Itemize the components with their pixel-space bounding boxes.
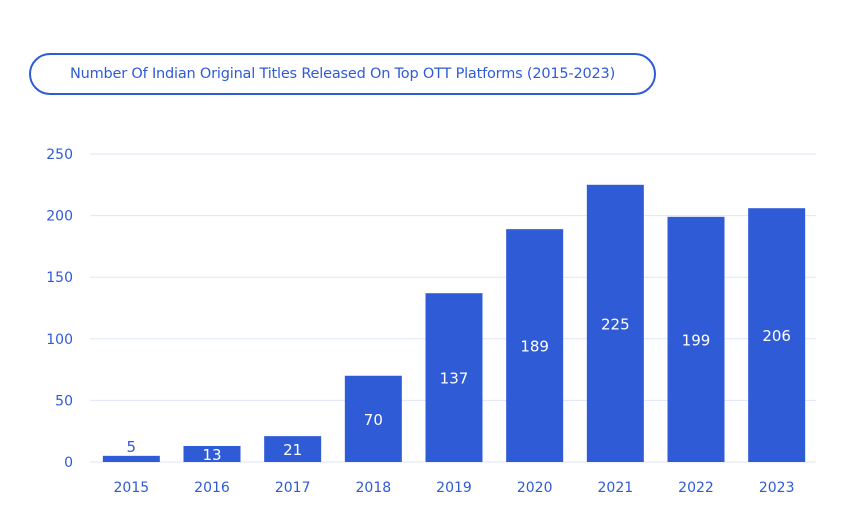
data-label: 5 [127, 438, 137, 456]
y-tick-label: 150 [46, 270, 73, 286]
x-tick-label: 2015 [114, 480, 150, 496]
data-label: 199 [682, 331, 711, 349]
data-label: 21 [283, 441, 302, 459]
bar-2021 [586, 184, 644, 463]
x-tick-label: 2020 [517, 480, 553, 496]
bar-2018 [344, 375, 402, 462]
data-label: 70 [364, 411, 383, 429]
chart-title: Number Of Indian Original Titles Release… [29, 53, 656, 95]
data-label: 137 [440, 370, 469, 388]
bar-2017 [264, 436, 322, 462]
x-tick-label: 2016 [194, 480, 230, 496]
y-tick-label: 0 [64, 455, 73, 471]
bar-2023 [748, 208, 806, 462]
bar-2022 [667, 216, 725, 462]
bar-2016 [183, 445, 241, 462]
data-label: 206 [762, 327, 791, 345]
x-tick-label: 2018 [356, 480, 392, 496]
data-label: 13 [202, 446, 221, 464]
bar-2015 [102, 455, 160, 462]
y-tick-label: 100 [46, 332, 73, 348]
x-tick-label: 2022 [678, 480, 714, 496]
x-tick-label: 2019 [436, 480, 472, 496]
data-label: 189 [520, 338, 549, 356]
x-tick-label: 2021 [598, 480, 634, 496]
y-tick-label: 50 [55, 393, 73, 409]
x-tick-label: 2023 [759, 480, 795, 496]
bar-2020 [506, 229, 564, 462]
data-label: 225 [601, 315, 630, 333]
x-tick-label: 2017 [275, 480, 311, 496]
y-tick-label: 250 [46, 147, 73, 163]
y-tick-label: 200 [46, 209, 73, 225]
bar-2019 [425, 293, 483, 462]
